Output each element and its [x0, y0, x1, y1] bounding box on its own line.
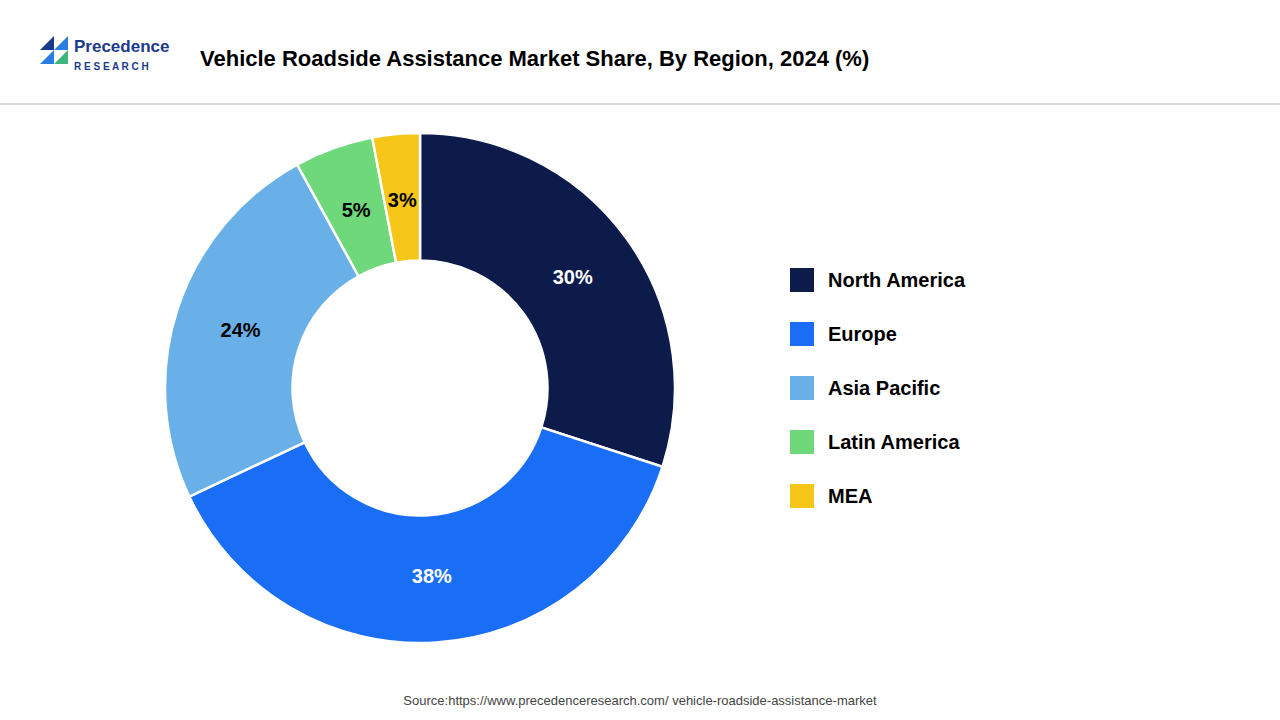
chart-title: Vehicle Roadside Assistance Market Share… — [200, 46, 869, 71]
logo-icon — [40, 36, 68, 64]
data-label: 3% — [388, 189, 417, 211]
logo-icon-part — [40, 36, 54, 50]
legend-swatch — [790, 322, 814, 346]
legend-label: MEA — [828, 485, 872, 507]
header-separator — [0, 103, 1280, 105]
legend: North America Europe Asia Pacific Latin Ame… — [790, 268, 966, 508]
logo-icon-part — [40, 50, 54, 64]
legend-swatch — [790, 268, 814, 292]
chart-container: Precedence R E S E A R C H Vehicle Roadsid… — [0, 0, 1280, 720]
background — [0, 0, 1280, 720]
donut — [165, 133, 675, 643]
chart-svg: Precedence R E S E A R C H Vehicle Roadsid… — [0, 0, 1280, 720]
legend-label: Europe — [828, 323, 897, 345]
data-label: 38% — [412, 565, 452, 587]
legend-swatch — [790, 376, 814, 400]
legend-label: Asia Pacific — [828, 377, 940, 399]
data-labels: 30% 38% 24% 5% 3% — [221, 189, 593, 587]
donut-slice — [420, 133, 675, 467]
data-label: 5% — [342, 199, 371, 221]
logo-sub: R E S E A R C H — [74, 61, 149, 72]
source-text: Source:https://www.precedenceresearch.co… — [403, 693, 877, 708]
data-label: 30% — [553, 266, 593, 288]
legend-swatch — [790, 484, 814, 508]
data-label: 24% — [221, 319, 261, 341]
donut-slice — [372, 133, 420, 263]
legend-label: Latin America — [828, 431, 960, 453]
legend-swatch — [790, 430, 814, 454]
logo-main: Precedence — [74, 37, 169, 56]
logo-icon-part — [54, 36, 68, 50]
logo-icon-part — [54, 50, 68, 64]
legend-label: North America — [828, 269, 966, 291]
